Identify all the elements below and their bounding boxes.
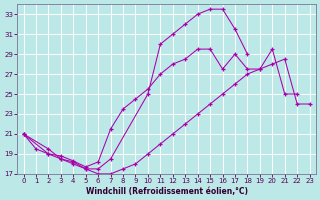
X-axis label: Windchill (Refroidissement éolien,°C): Windchill (Refroidissement éolien,°C) <box>85 187 248 196</box>
